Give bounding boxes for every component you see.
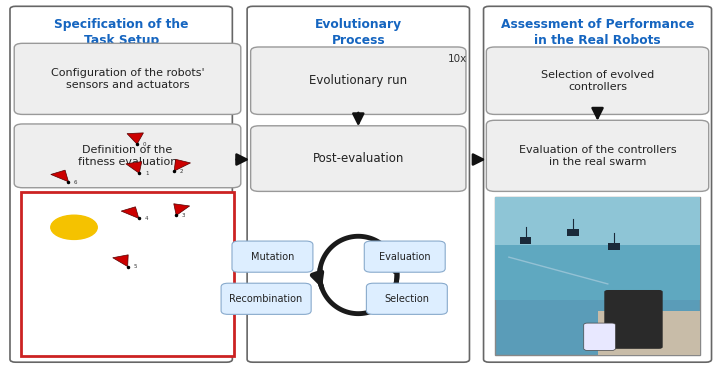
Polygon shape bbox=[174, 204, 190, 215]
FancyBboxPatch shape bbox=[483, 6, 712, 362]
Text: Evolutionary
Process: Evolutionary Process bbox=[314, 18, 402, 47]
FancyBboxPatch shape bbox=[567, 229, 579, 236]
Text: Configuration of the robots'
sensors and actuators: Configuration of the robots' sensors and… bbox=[51, 68, 205, 90]
Text: Definition of the
fitness evaluation: Definition of the fitness evaluation bbox=[78, 145, 177, 167]
FancyBboxPatch shape bbox=[14, 43, 241, 114]
FancyBboxPatch shape bbox=[251, 47, 466, 114]
Text: 0: 0 bbox=[143, 142, 146, 147]
Polygon shape bbox=[51, 170, 68, 182]
FancyBboxPatch shape bbox=[10, 6, 233, 362]
Text: Post-evaluation: Post-evaluation bbox=[312, 152, 404, 165]
FancyBboxPatch shape bbox=[221, 283, 311, 315]
Polygon shape bbox=[121, 207, 139, 218]
FancyBboxPatch shape bbox=[14, 124, 241, 188]
Text: Specification of the
Task Setup: Specification of the Task Setup bbox=[54, 18, 188, 47]
Text: 4: 4 bbox=[144, 216, 148, 221]
Text: Evaluation: Evaluation bbox=[379, 252, 431, 262]
FancyBboxPatch shape bbox=[608, 243, 620, 250]
Circle shape bbox=[51, 215, 97, 239]
Text: Evolutionary run: Evolutionary run bbox=[309, 74, 407, 87]
FancyBboxPatch shape bbox=[486, 47, 709, 114]
Text: Evaluation of the controllers
in the real swarm: Evaluation of the controllers in the rea… bbox=[518, 145, 676, 167]
Polygon shape bbox=[113, 255, 129, 267]
Polygon shape bbox=[174, 159, 190, 171]
Text: 1: 1 bbox=[145, 171, 149, 176]
Text: Recombination: Recombination bbox=[230, 294, 303, 304]
FancyBboxPatch shape bbox=[21, 193, 235, 356]
FancyBboxPatch shape bbox=[597, 311, 700, 355]
Text: Selection: Selection bbox=[384, 294, 429, 304]
FancyBboxPatch shape bbox=[366, 283, 447, 315]
FancyBboxPatch shape bbox=[605, 290, 663, 349]
FancyBboxPatch shape bbox=[247, 6, 470, 362]
Polygon shape bbox=[127, 133, 144, 144]
FancyBboxPatch shape bbox=[495, 197, 700, 245]
Text: 10x: 10x bbox=[447, 54, 467, 64]
FancyBboxPatch shape bbox=[364, 241, 445, 272]
FancyBboxPatch shape bbox=[251, 126, 466, 191]
Text: Assessment of Performance
in the Real Robots: Assessment of Performance in the Real Ro… bbox=[501, 18, 694, 47]
Text: 3: 3 bbox=[182, 213, 185, 218]
FancyBboxPatch shape bbox=[486, 120, 709, 191]
FancyBboxPatch shape bbox=[584, 323, 615, 350]
Text: Selection of evolved
controllers: Selection of evolved controllers bbox=[541, 70, 654, 92]
FancyBboxPatch shape bbox=[232, 241, 313, 272]
Text: 5: 5 bbox=[134, 264, 137, 269]
Polygon shape bbox=[126, 162, 141, 173]
FancyBboxPatch shape bbox=[520, 237, 531, 243]
Text: 6: 6 bbox=[74, 180, 78, 185]
FancyBboxPatch shape bbox=[495, 245, 700, 300]
Text: Mutation: Mutation bbox=[251, 252, 294, 262]
FancyBboxPatch shape bbox=[495, 197, 700, 355]
Text: 2: 2 bbox=[180, 169, 183, 174]
